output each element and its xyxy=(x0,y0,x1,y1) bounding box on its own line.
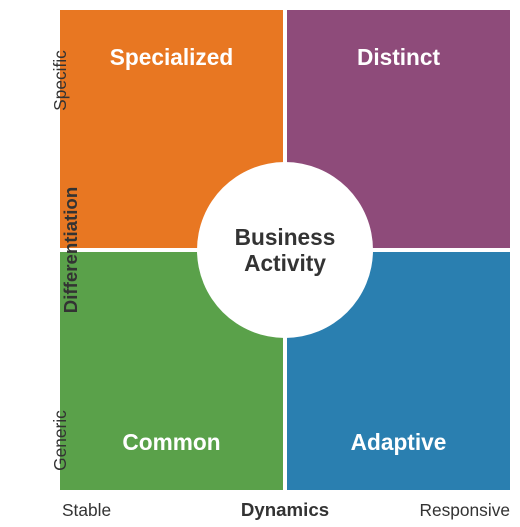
y-axis-high-label: Specific xyxy=(50,50,71,111)
x-axis-high-label: Responsive xyxy=(419,500,510,521)
quadrant-label: Distinct xyxy=(357,44,440,71)
quadrant-label: Adaptive xyxy=(351,429,447,456)
center-label-line1: Business xyxy=(235,224,336,250)
x-axis-low-label: Stable xyxy=(62,500,111,521)
center-label-line2: Activity xyxy=(244,250,326,276)
quadrant-matrix: Specialized Distinct Common Adaptive Bus… xyxy=(60,10,510,490)
y-axis-title: Differentiation xyxy=(60,187,82,313)
center-label: Business Activity xyxy=(235,224,336,276)
quadrant-label: Specialized xyxy=(110,44,233,71)
center-circle: Business Activity xyxy=(197,162,373,338)
y-axis-low-label: Generic xyxy=(50,410,71,471)
quadrant-label: Common xyxy=(122,429,220,456)
